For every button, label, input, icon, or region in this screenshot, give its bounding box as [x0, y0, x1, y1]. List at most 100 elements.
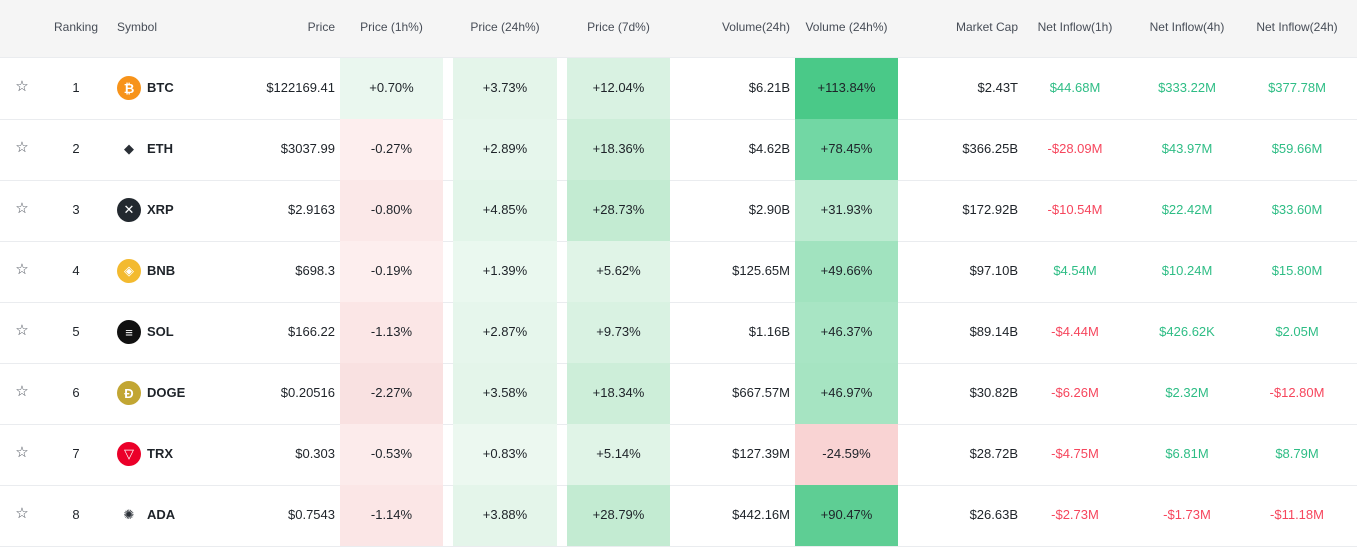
bnb-icon: ◈ [117, 259, 141, 283]
price-1h-heat-cell [340, 119, 443, 180]
market-cap: $89.14B [969, 324, 1018, 339]
rank: 8 [72, 507, 80, 522]
coin-symbol[interactable]: SOL [147, 324, 174, 339]
table-header: Ranking Symbol Price Price (1h%) Price (… [0, 0, 1357, 58]
volume-24h: $6.21B [748, 80, 790, 95]
market-cap: $97.10B [969, 263, 1018, 278]
column-header-price-24h[interactable]: Price (24h%) [470, 20, 540, 34]
volume-change-24h: +31.93% [820, 202, 873, 217]
favorite-star-icon[interactable]: ☆ [15, 78, 29, 95]
volume-change-24h: +46.97% [820, 385, 873, 400]
volume-24h: $127.39M [732, 446, 790, 461]
column-header-volume-pct[interactable]: Volume (24h%) [805, 20, 888, 34]
price-24h-heat-cell [453, 241, 557, 302]
volume-24h: $2.90B [748, 202, 790, 217]
price-7d-heat-cell [567, 485, 670, 546]
price-change-7d: +18.34% [592, 385, 645, 400]
coin-symbol[interactable]: ADA [147, 507, 176, 522]
market-cap: $30.82B [969, 385, 1018, 400]
price-7d-heat-cell [567, 58, 670, 119]
column-header-ranking[interactable]: Ranking [54, 20, 99, 34]
favorite-star-icon[interactable]: ☆ [15, 444, 29, 461]
table-row[interactable]: ☆ 1 ₿ BTC $122169.41 +0.70% +3.73% +12.04% $6.21… [0, 58, 1357, 120]
table-row[interactable]: ☆ 3 ✕ XRP $2.9163 -0.80% +4.85% +28.73% $2.90B +3… [0, 180, 1357, 242]
favorite-star-icon[interactable]: ☆ [15, 505, 29, 522]
volume-pct-heat-cell [795, 302, 898, 363]
price: $3037.99 [280, 141, 335, 156]
price-24h-heat-cell [453, 363, 557, 424]
column-header-inflow-24h[interactable]: Net Inflow(24h) [1256, 20, 1338, 34]
table-row[interactable]: ☆ 2 ◆ ETH $3037.99 -0.27% +2.89% +18.36% $4.62B +… [0, 119, 1357, 181]
price-24h-heat-cell [453, 58, 557, 119]
market-cap: $366.25B [962, 141, 1018, 156]
price: $698.3 [295, 263, 335, 278]
net-inflow-1h: $44.68M [1049, 80, 1101, 95]
coin-symbol[interactable]: BNB [147, 263, 176, 278]
net-inflow-24h: $15.80M [1271, 263, 1323, 278]
net-inflow-24h: $59.66M [1271, 141, 1323, 156]
volume-change-24h: +78.45% [820, 141, 873, 156]
coin-symbol[interactable]: XRP [147, 202, 174, 217]
price-7d-heat-cell [567, 180, 670, 241]
price-1h-heat-cell [340, 424, 443, 485]
price-change-24h: +2.87% [482, 324, 528, 339]
price-7d-heat-cell [567, 424, 670, 485]
column-header-inflow-1h[interactable]: Net Inflow(1h) [1037, 20, 1113, 34]
volume-pct-heat-cell [795, 58, 898, 119]
column-header-market-cap[interactable]: Market Cap [955, 20, 1018, 34]
table-row[interactable]: ☆ 5 ≡ SOL $166.22 -1.13% +2.87% +9.73% $1.16B +46… [0, 302, 1357, 364]
net-inflow-4h: $333.22M [1158, 80, 1216, 95]
table-row[interactable]: ☆ 4 ◈ BNB $698.3 -0.19% +1.39% +5.62% $125.65M +4… [0, 241, 1357, 303]
column-header-volume[interactable]: Volume(24h) [721, 20, 790, 34]
favorite-star-icon[interactable]: ☆ [15, 139, 29, 156]
market-cap: $28.72B [969, 446, 1018, 461]
price-change-1h: -1.14% [370, 507, 413, 522]
price-24h-heat-cell [453, 180, 557, 241]
price-change-7d: +9.73% [596, 324, 641, 339]
column-header-price-1h[interactable]: Price (1h%) [360, 20, 423, 34]
net-inflow-1h: -$4.44M [1051, 324, 1099, 339]
favorite-star-icon[interactable]: ☆ [15, 261, 29, 278]
favorite-star-icon[interactable]: ☆ [15, 200, 29, 217]
volume-change-24h: +113.84% [817, 80, 876, 95]
price-change-7d: +5.62% [596, 263, 641, 278]
table-row[interactable]: ☆ 7 ▽ TRX $0.303 -0.53% +0.83% +5.14% $127.39M -2… [0, 424, 1357, 486]
table-row[interactable]: ☆ 6 Ð DOGE $0.20516 -2.27% +3.58% +18.34% $667.5… [0, 363, 1357, 425]
column-header-inflow-4h[interactable]: Net Inflow(4h) [1149, 20, 1225, 34]
price-1h-heat-cell [340, 58, 443, 119]
price-1h-heat-cell [340, 485, 443, 546]
table-row[interactable]: ☆ 8 ✺ ADA $0.7543 -1.14% +3.88% +28.79% $442.16M… [0, 485, 1357, 547]
price-change-1h: -1.13% [370, 324, 413, 339]
price-24h-heat-cell [453, 485, 557, 546]
coin-symbol[interactable]: ETH [147, 141, 173, 156]
coin-symbol[interactable]: BTC [147, 80, 174, 95]
price-7d-heat-cell [567, 302, 670, 363]
column-header-price[interactable]: Price [307, 20, 335, 34]
price-change-24h: +3.73% [482, 80, 528, 95]
column-header-symbol[interactable]: Symbol [117, 20, 158, 34]
market-cap: $2.43T [977, 80, 1018, 95]
net-inflow-4h: -$1.73M [1163, 507, 1211, 522]
net-inflow-24h: -$12.80M [1269, 385, 1325, 400]
favorite-star-icon[interactable]: ☆ [15, 322, 29, 339]
coin-symbol[interactable]: DOGE [147, 385, 186, 400]
price-change-1h: -0.27% [370, 141, 413, 156]
coin-symbol[interactable]: TRX [147, 446, 173, 461]
price-change-7d: +18.36% [592, 141, 645, 156]
net-inflow-24h: -$11.18M [1270, 507, 1324, 522]
market-cap: $172.92B [962, 202, 1018, 217]
price-1h-heat-cell [340, 363, 443, 424]
net-inflow-24h: $377.78M [1268, 80, 1326, 95]
net-inflow-1h: -$10.54M [1047, 202, 1103, 217]
net-inflow-4h: $10.24M [1161, 263, 1213, 278]
net-inflow-1h: $4.54M [1053, 263, 1097, 278]
net-inflow-1h: -$6.26M [1051, 385, 1099, 400]
price-change-24h: +0.83% [482, 446, 528, 461]
volume-change-24h: +49.66% [820, 263, 873, 278]
rank: 7 [72, 446, 80, 461]
favorite-star-icon[interactable]: ☆ [15, 383, 29, 400]
volume-pct-heat-cell [795, 363, 898, 424]
price-change-24h: +3.58% [482, 385, 528, 400]
price: $122169.41 [266, 80, 335, 95]
column-header-price-7d[interactable]: Price (7d%) [587, 20, 650, 34]
